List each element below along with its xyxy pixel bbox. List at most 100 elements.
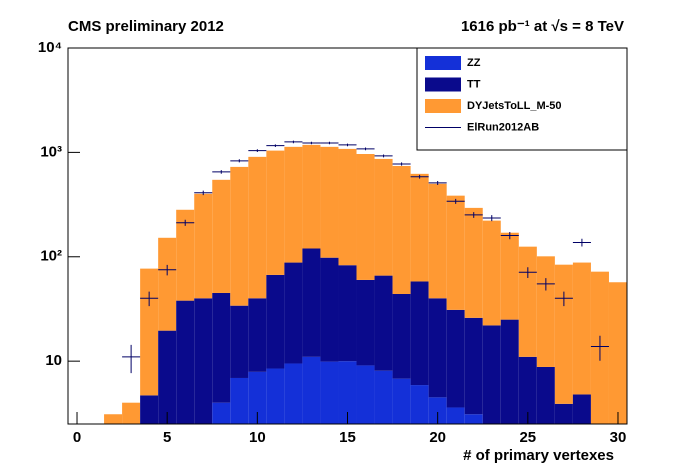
bar-segment (356, 279, 375, 366)
bar-segment (212, 292, 231, 403)
bar-segment (410, 281, 429, 386)
data-point (536, 278, 555, 291)
x-tick-label: 10 (249, 429, 266, 446)
legend-swatch (425, 99, 461, 113)
bar-segment (248, 298, 267, 372)
bar-segment (572, 262, 591, 395)
bar-segment (302, 248, 321, 357)
bar-segment (410, 173, 429, 282)
bar-segment (356, 365, 375, 424)
x-tick-label: 25 (519, 429, 536, 446)
bar-segment (392, 293, 411, 379)
x-tick-label: 30 (610, 429, 627, 446)
bar-segment (446, 195, 465, 310)
bar-segment (428, 183, 447, 299)
data-point (356, 147, 375, 151)
x-tick-label: 20 (429, 429, 446, 446)
bar-segment (338, 361, 357, 424)
data-point (158, 264, 177, 276)
bar-segment (482, 220, 501, 326)
data-point (500, 232, 519, 240)
bar-segment (266, 274, 285, 369)
data-point (482, 215, 501, 222)
bar-segment (140, 268, 159, 396)
bar-segment (284, 363, 303, 424)
data-point (518, 267, 537, 279)
bar-segment (176, 300, 195, 424)
bar-segment (464, 414, 483, 424)
bar-segment (266, 150, 285, 275)
legend-label: ElRun2012AB (467, 121, 539, 133)
bar-segment (140, 395, 159, 424)
legend: ZZ TT DYJetsToLL_M-50 ElRun2012AB (416, 47, 628, 151)
chart-title: CMS preliminary 2012 (68, 18, 224, 35)
data-point (122, 344, 141, 374)
data-point (140, 291, 159, 307)
data-point (338, 143, 357, 147)
bar-segment (302, 144, 321, 249)
data-point (410, 174, 429, 179)
bar-segment (338, 265, 357, 362)
x-axis-label: # of primary vertexes (463, 447, 614, 464)
legend-label: DYJetsToLL_M-50 (467, 100, 562, 112)
data-point (374, 154, 393, 158)
y-tick-label: 10² (40, 248, 62, 265)
data-point (428, 180, 447, 185)
bar-segment (338, 148, 357, 266)
legend-swatch (425, 56, 461, 70)
bar-segment (302, 356, 321, 424)
bar-segment (104, 414, 123, 424)
bar-segment (464, 207, 483, 318)
bar-segment (500, 319, 519, 424)
bar-segment (266, 368, 285, 424)
bar-segment (518, 246, 537, 357)
bar-segment (320, 257, 339, 362)
data-point (266, 144, 285, 148)
bar-segment (572, 394, 591, 424)
x-tick-label: 5 (163, 429, 171, 446)
bar-segment (248, 156, 267, 299)
x-tick-label: 0 (73, 429, 81, 446)
bar-segment (158, 330, 177, 424)
bar-segment (122, 402, 141, 424)
y-tick-label: 10³ (40, 143, 62, 160)
data-point (176, 219, 195, 226)
data-point (284, 140, 303, 144)
bar-segment (554, 264, 573, 404)
bar-segment (194, 193, 213, 299)
bar-segment (374, 370, 393, 424)
data-point (194, 190, 213, 196)
data-point (572, 238, 591, 247)
legend-label: TT (467, 78, 481, 90)
bar-segment (518, 356, 537, 424)
bar-segment (320, 146, 339, 258)
bar-segment (374, 275, 393, 371)
bar-segment (446, 309, 465, 408)
data-point (212, 170, 231, 174)
data-point (554, 291, 573, 307)
data-point (392, 162, 411, 166)
bar-segment (464, 317, 483, 415)
bar-segment (248, 371, 267, 424)
legend-label: ZZ (467, 57, 481, 69)
bar-segment (554, 403, 573, 424)
bar-segment (374, 158, 393, 276)
x-tick-label: 15 (339, 429, 356, 446)
bar-segment (176, 209, 195, 301)
bar-segment (608, 282, 627, 424)
chart-subtitle: 1616 pb⁻¹ at √s = 8 TeV (461, 18, 624, 35)
bar-segment (392, 378, 411, 424)
data-point (320, 141, 339, 145)
bar-segment (212, 402, 231, 424)
bar-segment (392, 165, 411, 294)
bar-segment (212, 179, 231, 293)
bar-segment (428, 298, 447, 398)
legend-swatch (425, 77, 461, 92)
bar-segment (446, 407, 465, 424)
data-point (446, 198, 465, 204)
plot-area (104, 140, 627, 424)
bar-segment (356, 153, 375, 280)
bar-segment (536, 366, 555, 424)
bar-segment (320, 361, 339, 424)
